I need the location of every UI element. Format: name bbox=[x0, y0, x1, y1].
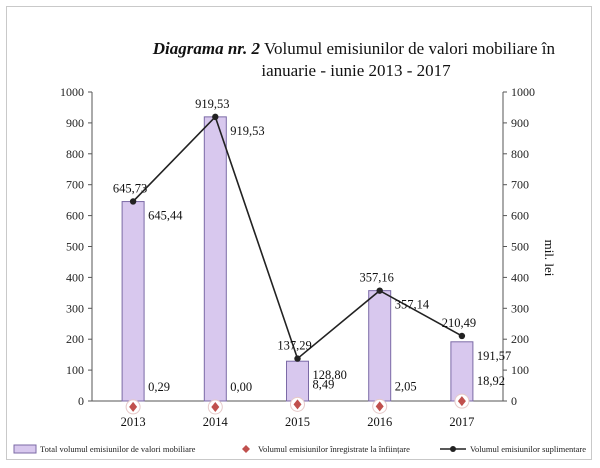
bar-total bbox=[121, 201, 145, 402]
data-label-supplementary: 645,73 bbox=[113, 181, 147, 195]
bar-total bbox=[368, 290, 392, 402]
y2-axis-label: mil. lei bbox=[542, 240, 557, 277]
y-tick-label-left: 200 bbox=[66, 332, 84, 346]
x-tick-label: 2014 bbox=[203, 415, 229, 429]
y-tick-label-right: 500 bbox=[511, 240, 529, 254]
y-tick-label-left: 800 bbox=[66, 147, 84, 161]
line-supplementary bbox=[132, 115, 463, 360]
data-label-supplementary: 137,29 bbox=[277, 339, 311, 353]
y-tick-label-left: 400 bbox=[66, 270, 84, 284]
data-label-total: 191,57 bbox=[477, 349, 511, 363]
legend-label-supplementary: Volumul emisiunilor suplimentare bbox=[470, 444, 586, 454]
point-supplementary bbox=[458, 332, 466, 340]
point-supplementary bbox=[294, 355, 301, 362]
y-tick-label-left: 1000 bbox=[60, 85, 84, 99]
legend-swatch-initial bbox=[242, 445, 250, 453]
point-supplementary bbox=[376, 287, 383, 294]
legend-label-initial: Volumul emisiunilor înregistrate la înfi… bbox=[258, 444, 410, 454]
bar-total bbox=[286, 360, 309, 402]
bar-total bbox=[203, 116, 227, 402]
x-tick-label: 2013 bbox=[121, 415, 146, 429]
point-supplementary bbox=[212, 113, 219, 121]
chart-title-line2: ianuarie - iunie 2013 - 2017 bbox=[261, 61, 451, 80]
data-label-total: 128,80 bbox=[313, 368, 347, 382]
x-tick-label: 2016 bbox=[367, 415, 392, 429]
y-tick-label-left: 0 bbox=[78, 394, 84, 408]
y-tick-label-left: 100 bbox=[66, 363, 84, 377]
data-label-total: 357,14 bbox=[395, 298, 430, 312]
point-supplementary bbox=[129, 198, 137, 205]
chart-title: Diagrama nr. 2 Volumul emisiunilor de va… bbox=[152, 39, 559, 80]
bar-total bbox=[450, 341, 474, 402]
y-tick-label-right: 700 bbox=[511, 178, 529, 192]
data-label-initial: 0,29 bbox=[148, 380, 170, 394]
legend: Total volumul emisiunilor de valori mobi… bbox=[13, 444, 586, 454]
y-tick-label-right: 1000 bbox=[511, 85, 535, 99]
labels-layer: 645,44 919,53 128,80 357,14 191,57 645,73 919,… bbox=[113, 97, 511, 394]
x-tick-label: 2017 bbox=[449, 415, 474, 429]
data-label-total: 645,44 bbox=[148, 209, 183, 223]
y-tick-label-right: 600 bbox=[511, 209, 529, 223]
marker-initial bbox=[211, 402, 220, 412]
y-tick-label-left: 600 bbox=[66, 209, 84, 223]
line-layer bbox=[129, 113, 466, 362]
chart-title-prefix: Diagrama nr. 2 bbox=[152, 39, 261, 58]
data-label-initial: 0,00 bbox=[230, 380, 252, 394]
axes: 0 0 100 100 200 200 300 300 400 400 500 500 600 600 70… bbox=[60, 85, 535, 429]
chart-frame bbox=[6, 6, 592, 460]
y-tick-label-left: 300 bbox=[66, 301, 84, 315]
y-tick-label-right: 400 bbox=[511, 270, 529, 284]
chart-title-line1: Volumul emisiunilor de valori mobiliare … bbox=[264, 39, 556, 58]
data-label-initial: 2,05 bbox=[395, 379, 417, 393]
y-tick-label-left: 500 bbox=[66, 240, 84, 254]
marker-initial bbox=[375, 401, 384, 412]
y-tick-label-right: 900 bbox=[511, 116, 529, 130]
y-tick-label-right: 200 bbox=[511, 332, 529, 346]
y-tick-label-right: 800 bbox=[511, 147, 529, 161]
x-tick-label: 2015 bbox=[285, 415, 310, 429]
marker-initial bbox=[457, 396, 466, 407]
legend-swatch-total bbox=[13, 444, 37, 454]
data-label-initial: 8,49 bbox=[313, 377, 335, 391]
data-label-total: 919,53 bbox=[230, 124, 264, 138]
legend-swatch-point bbox=[450, 446, 456, 452]
marker-initial bbox=[129, 401, 138, 412]
y-tick-label-right: 300 bbox=[511, 301, 529, 315]
data-label-initial: 18,92 bbox=[477, 374, 505, 388]
marker-initial bbox=[293, 399, 302, 410]
y-tick-label-left: 900 bbox=[66, 116, 84, 130]
data-label-supplementary: 210,49 bbox=[442, 316, 476, 330]
data-label-supplementary: 919,53 bbox=[195, 97, 229, 111]
y-tick-label-right: 0 bbox=[511, 394, 517, 408]
y-tick-label-left: 700 bbox=[66, 178, 84, 192]
legend-label-total: Total volumul emisiunilor de valori mobi… bbox=[40, 444, 196, 454]
markers-layer bbox=[125, 393, 470, 415]
data-label-supplementary: 357,16 bbox=[360, 271, 394, 285]
y-tick-label-right: 100 bbox=[511, 363, 529, 377]
